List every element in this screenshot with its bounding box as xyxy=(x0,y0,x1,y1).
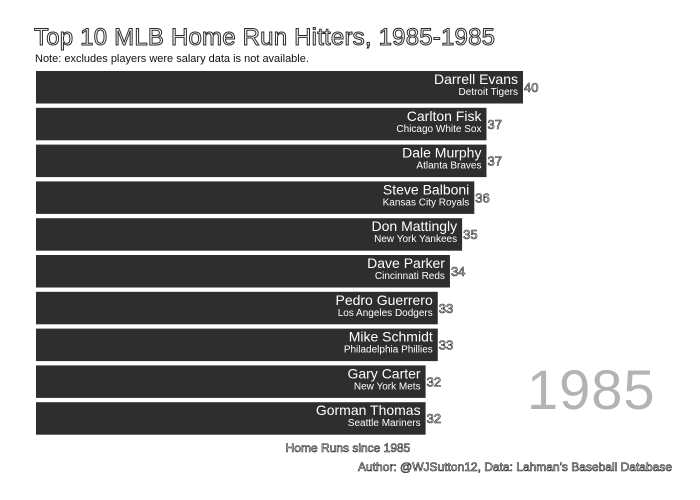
x-axis-label: Home Runs since 1985 xyxy=(285,441,411,456)
bar xyxy=(36,144,487,178)
bar xyxy=(36,181,475,214)
bar-team-label: Chicago White Sox xyxy=(396,124,481,135)
bar-value-label: 35 xyxy=(463,227,477,242)
bar xyxy=(36,328,438,362)
bar-value-label: 40 xyxy=(524,80,538,95)
bar-value-label: 32 xyxy=(427,411,441,426)
bar-team-label: Detroit Tigers xyxy=(459,87,518,98)
bar xyxy=(36,107,487,141)
bar-player-label: Steve Balboni xyxy=(383,181,469,197)
bar-player-label: Mike Schmidt xyxy=(349,329,433,345)
bar-team-label: New York Mets xyxy=(354,381,421,392)
bar xyxy=(36,255,450,288)
bar-value-label: 37 xyxy=(487,154,501,169)
bar-player-label: Gary Carter xyxy=(347,365,420,381)
bar-value-label: 34 xyxy=(451,264,465,279)
bar-team-label: Atlanta Braves xyxy=(416,161,481,172)
bar-player-label: Carlton Fisk xyxy=(407,108,483,124)
bar-value-label: 32 xyxy=(427,374,441,389)
bar-player-label: Dave Parker xyxy=(367,255,445,271)
bar-team-label: New York Yankees xyxy=(374,234,457,245)
bar xyxy=(36,218,463,251)
bar-team-label: Los Angeles Dodgers xyxy=(338,308,433,319)
bar-value-label: 33 xyxy=(439,301,453,316)
bar xyxy=(36,365,426,398)
bar-value-label: 37 xyxy=(487,117,501,132)
chart-caption: Author: @WJSutton12, Data: Lahman's Base… xyxy=(358,460,673,475)
bar-player-label: Gorman Thomas xyxy=(316,402,421,418)
bar-player-label: Dale Murphy xyxy=(402,145,481,161)
bar-team-label: Cincinnati Reds xyxy=(375,271,445,282)
bar-team-label: Philadelphia Phillies xyxy=(344,345,433,356)
bar-value-label: 36 xyxy=(475,190,489,205)
bar-team-label: Kansas City Royals xyxy=(383,197,470,208)
bar xyxy=(36,291,438,325)
chart-title: Top 10 MLB Home Run Hitters, 1985-1985 xyxy=(33,24,496,52)
bar-player-label: Pedro Guerrero xyxy=(335,292,432,308)
year-watermark: 1985 xyxy=(527,358,656,421)
chart-subtitle: Note: excludes players were salary data … xyxy=(35,53,309,65)
bar-player-label: Darrell Evans xyxy=(434,71,518,87)
bar-player-label: Don Mattingly xyxy=(372,218,458,234)
bar xyxy=(36,71,523,104)
bar-value-label: 33 xyxy=(439,338,453,353)
bar xyxy=(36,402,426,435)
bar-team-label: Seattle Mariners xyxy=(348,418,421,429)
